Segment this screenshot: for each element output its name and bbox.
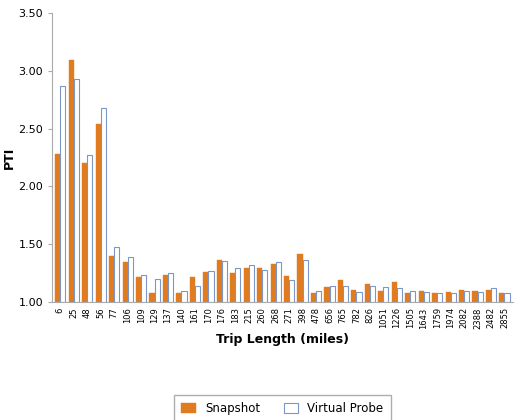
Bar (114, 247, 119, 302)
X-axis label: Trip Length (miles): Trip Length (miles) (216, 333, 349, 346)
Bar (316, 291, 321, 302)
Bar (329, 286, 335, 302)
Bar (289, 281, 294, 302)
Legend: Snapshot, Virtual Probe: Snapshot, Virtual Probe (174, 395, 391, 420)
Bar (499, 293, 505, 302)
Bar (235, 268, 241, 302)
Bar (446, 292, 451, 302)
Bar (150, 293, 155, 302)
Bar (82, 163, 87, 302)
Bar (69, 60, 74, 302)
Bar (418, 291, 424, 302)
Bar (136, 277, 141, 302)
Bar (203, 272, 208, 302)
Bar (55, 154, 60, 302)
Bar (298, 254, 303, 302)
Bar (437, 293, 442, 302)
Bar (168, 273, 173, 302)
Bar (486, 290, 491, 302)
Bar (343, 286, 348, 302)
Bar (357, 292, 361, 302)
Bar (338, 281, 343, 302)
Bar (365, 284, 370, 302)
Bar (491, 289, 496, 302)
Bar (383, 287, 389, 302)
Bar (270, 264, 276, 302)
Bar (397, 289, 402, 302)
Bar (370, 286, 375, 302)
Bar (464, 291, 469, 302)
Bar (249, 265, 254, 302)
Bar (378, 291, 383, 302)
Bar (60, 86, 65, 302)
Bar (181, 291, 187, 302)
Bar (122, 262, 128, 302)
Bar (128, 257, 133, 302)
Bar (459, 290, 464, 302)
Bar (74, 79, 79, 302)
Bar (424, 292, 429, 302)
Y-axis label: PTI: PTI (3, 147, 16, 168)
Bar (432, 293, 437, 302)
Bar (101, 108, 106, 302)
Bar (155, 279, 160, 302)
Bar (284, 276, 289, 302)
Bar (257, 268, 262, 302)
Bar (477, 292, 483, 302)
Bar (472, 291, 477, 302)
Bar (163, 275, 168, 302)
Bar (244, 268, 249, 302)
Bar (87, 155, 93, 302)
Bar (208, 271, 213, 302)
Bar (303, 260, 308, 302)
Bar (505, 293, 509, 302)
Bar (217, 260, 222, 302)
Bar (405, 293, 410, 302)
Bar (222, 261, 227, 302)
Bar (324, 287, 329, 302)
Bar (311, 293, 316, 302)
Bar (230, 273, 235, 302)
Bar (109, 256, 114, 302)
Bar (176, 293, 181, 302)
Bar (451, 293, 456, 302)
Bar (262, 270, 267, 302)
Bar (351, 290, 357, 302)
Bar (276, 262, 281, 302)
Bar (141, 275, 146, 302)
Bar (410, 291, 415, 302)
Bar (392, 281, 397, 302)
Bar (96, 124, 101, 302)
Bar (190, 277, 195, 302)
Bar (195, 286, 200, 302)
